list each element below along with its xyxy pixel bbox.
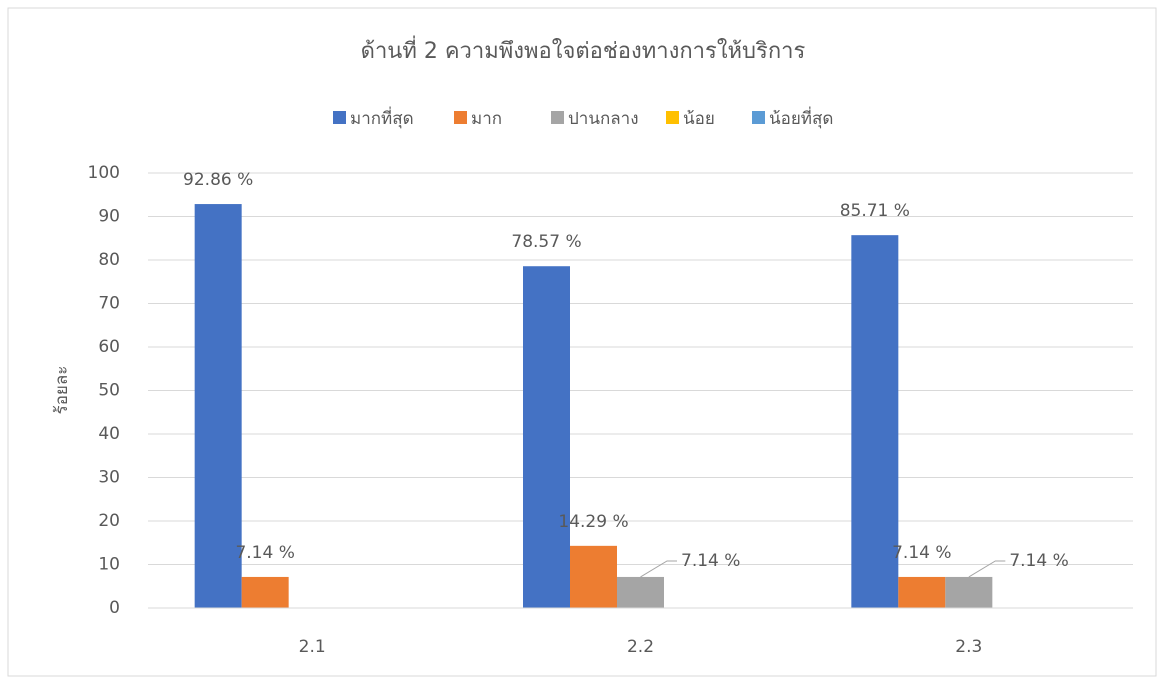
legend-swatch xyxy=(752,111,765,124)
legend-swatch xyxy=(551,111,564,124)
y-tick-label: 40 xyxy=(98,424,120,444)
y-tick-label: 50 xyxy=(98,381,120,401)
y-tick-label: 20 xyxy=(98,511,120,531)
x-tick-label: 2.2 xyxy=(627,637,654,657)
legend-swatch xyxy=(333,111,346,124)
data-label: 7.14 % xyxy=(681,551,740,571)
data-label: 7.14 % xyxy=(892,543,951,563)
y-tick-label: 80 xyxy=(98,250,120,270)
legend-label: น้อยที่สุด xyxy=(769,106,833,129)
data-label: 78.57 % xyxy=(511,232,581,252)
y-tick-label: 90 xyxy=(98,207,120,227)
y-axis-label: ร้อยละ xyxy=(52,366,72,415)
legend-swatch xyxy=(454,111,467,124)
y-tick-label: 10 xyxy=(98,555,120,575)
chart-title: ด้านที่ 2 ความพึงพอใจต่อช่องทางการให้บริ… xyxy=(361,35,806,64)
bar xyxy=(851,235,899,608)
bar xyxy=(898,576,946,608)
legend-label: ปานกลาง xyxy=(568,109,639,129)
leader-line xyxy=(640,560,677,578)
data-label: 7.14 % xyxy=(1009,551,1068,571)
data-label: 85.71 % xyxy=(840,201,910,221)
bar xyxy=(523,266,570,608)
y-tick-label: 30 xyxy=(98,468,120,488)
y-tick-label: 0 xyxy=(109,598,120,618)
bar xyxy=(194,204,242,608)
leader-line xyxy=(968,560,1006,578)
bar xyxy=(570,545,617,608)
y-tick-label: 60 xyxy=(98,337,120,357)
legend-label: น้อย xyxy=(683,109,715,129)
legend-swatch xyxy=(666,111,679,124)
x-tick-label: 2.1 xyxy=(299,637,326,657)
data-label: 92.86 % xyxy=(183,170,253,190)
y-tick-label: 70 xyxy=(98,294,120,314)
legend-label: มาก xyxy=(471,109,502,129)
data-label: 7.14 % xyxy=(235,543,294,563)
bar xyxy=(241,576,289,608)
x-tick-label: 2.3 xyxy=(955,637,982,657)
legend-label: มากที่สุด xyxy=(350,106,414,129)
data-label: 14.29 % xyxy=(558,512,628,532)
bar xyxy=(945,576,993,608)
bar xyxy=(617,576,664,608)
y-tick-label: 100 xyxy=(88,163,120,183)
